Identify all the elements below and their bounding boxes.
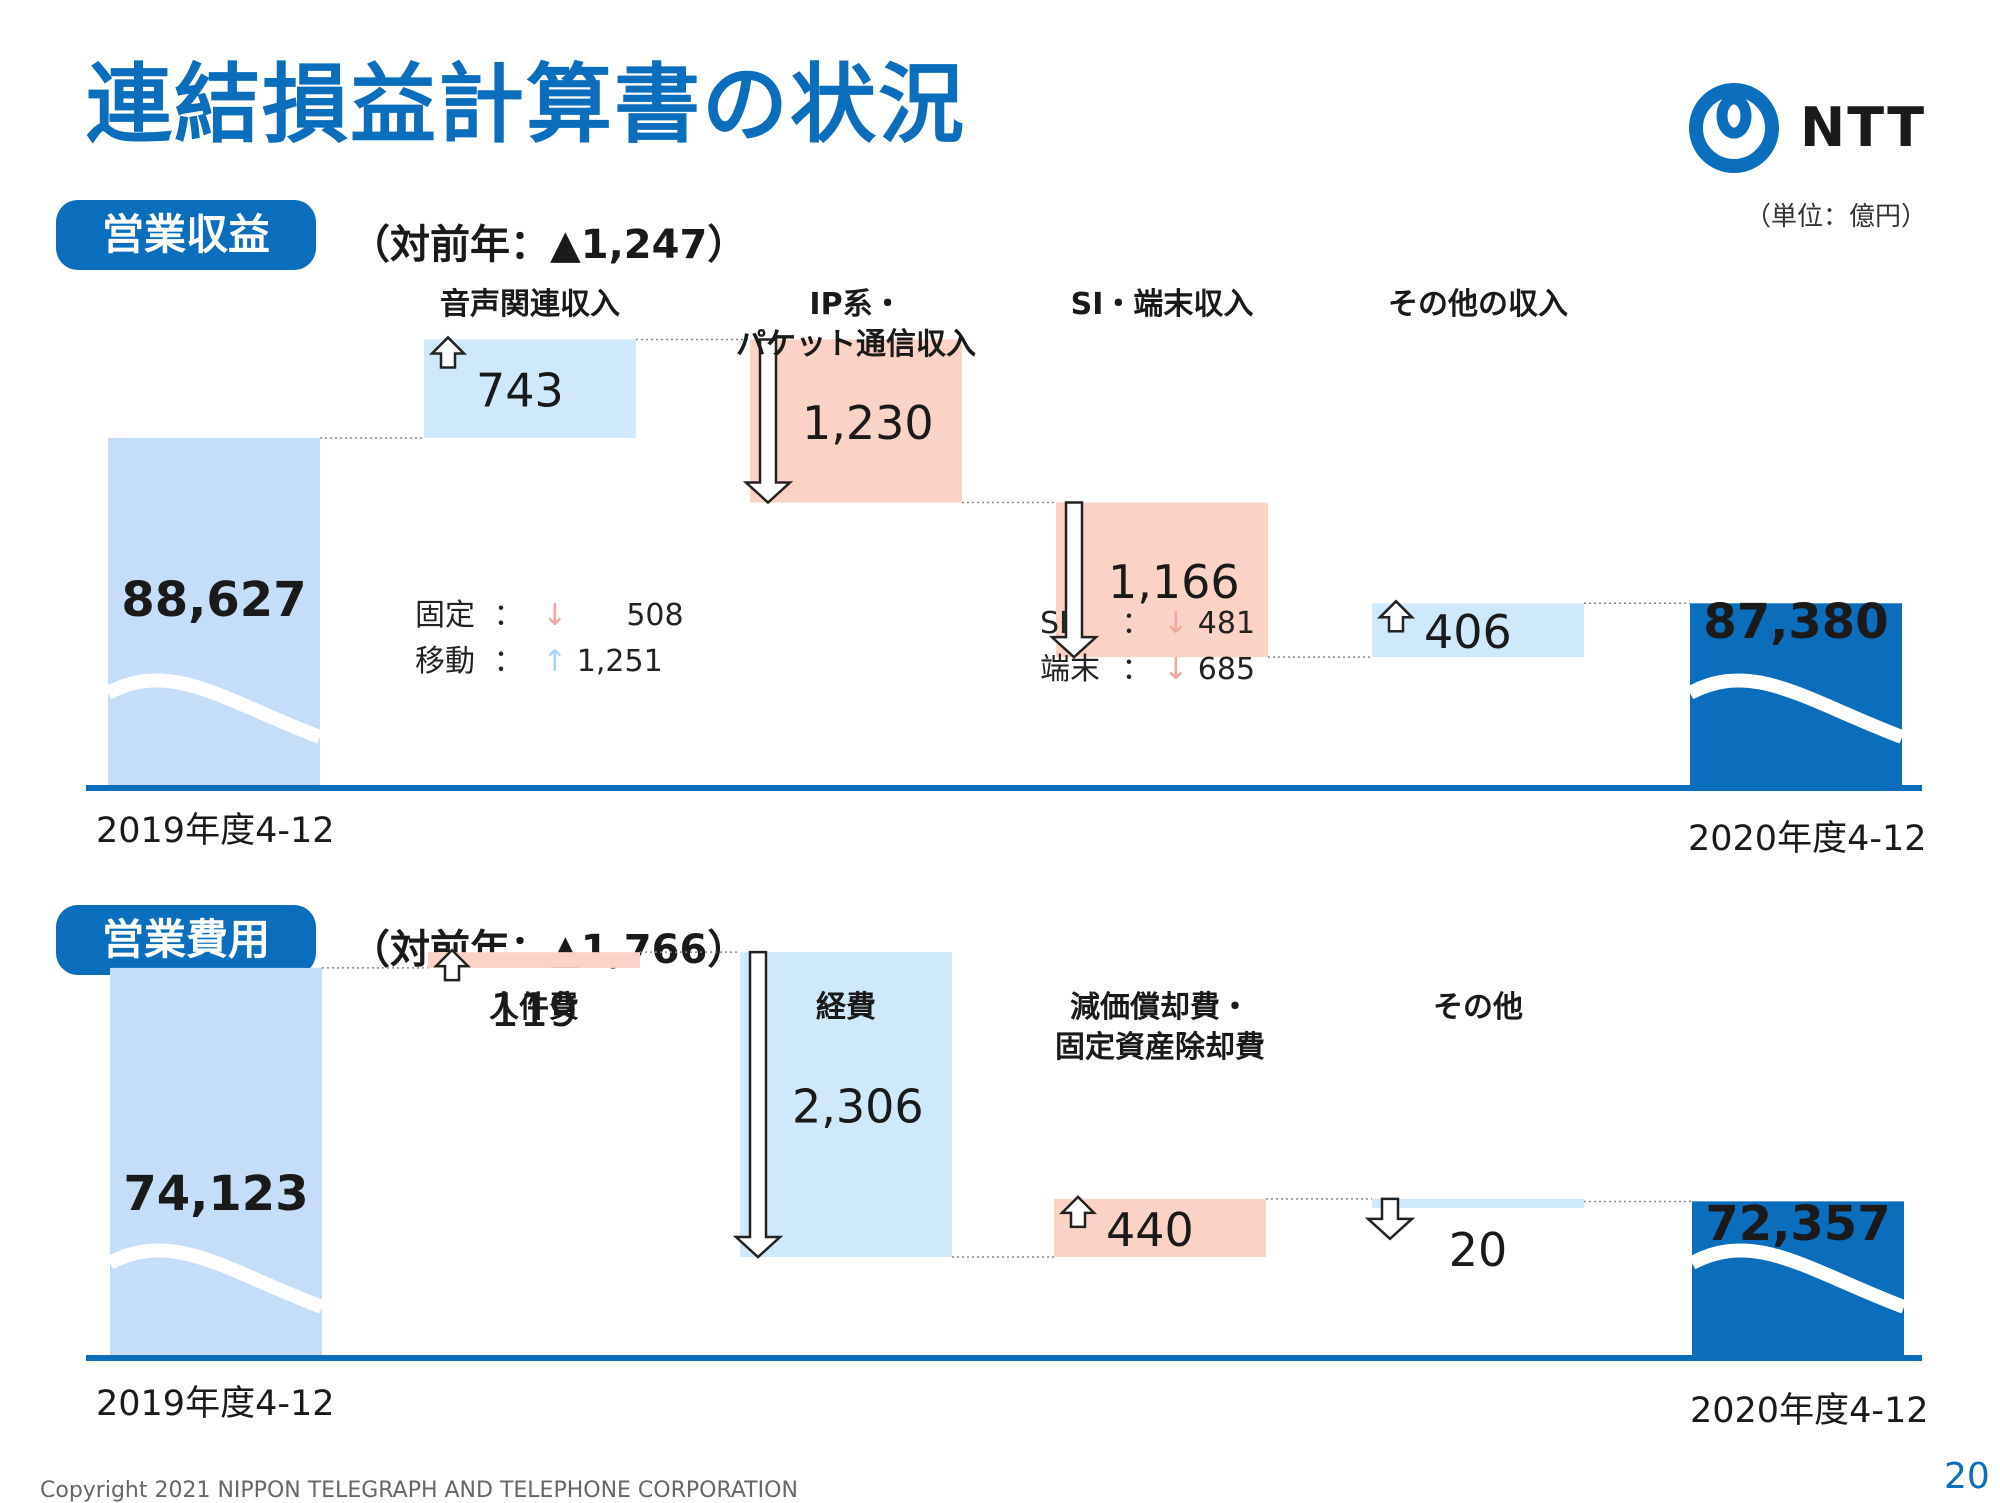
note-device-value: 685 — [1197, 652, 1256, 687]
revenue-category-label-0: 音声関連収入 — [440, 287, 620, 322]
note-fixed-label: 固定 — [415, 598, 475, 633]
revenue-category-label-2: SI・端末収入 — [1071, 287, 1254, 322]
expenses-step-arrow-down-3 — [1364, 1197, 1416, 1241]
expenses-category-label-2-line0: 減価償却費・ — [1070, 990, 1250, 1025]
note-si: SI ： ↓ 481 — [1040, 606, 1256, 641]
expenses-category-label-1: 経費 — [816, 990, 876, 1025]
note-mobile: 移動 ： ↑ 1,251 — [415, 644, 663, 679]
expenses-end-period: 2020年度4-12 — [1690, 1391, 1929, 1431]
bar-wave — [1688, 1243, 1907, 1314]
ntt-logo — [1689, 83, 1779, 173]
expenses-step-value-3: 20 — [1449, 1223, 1508, 1277]
note-fixed-value: 508 — [626, 598, 684, 633]
revenue-step-box-1 — [750, 339, 962, 503]
revenue-end-value: 87,380 — [1703, 594, 1888, 650]
bar-wave — [1686, 673, 1905, 744]
revenue-pill: 営業収益 — [56, 200, 316, 270]
revenue-start-value: 88,627 — [121, 572, 306, 628]
note-device-label: 端末 — [1040, 652, 1100, 687]
revenue-step-value-0: 743 — [476, 364, 564, 418]
expenses-step-box-0 — [428, 952, 640, 968]
page-title: 連結損益計算書の状況 — [86, 55, 966, 155]
revenue-step-value-2: 1,166 — [1108, 555, 1240, 609]
expenses-step-arrow-up-2 — [1058, 1195, 1098, 1229]
revenue-step-arrow-down-2 — [1048, 501, 1100, 659]
note-si-arrow: ↓ — [1163, 606, 1189, 641]
expenses-pill: 営業費用 — [56, 905, 316, 975]
revenue-step-box-2 — [1056, 502, 1268, 658]
expenses-step-value-0: 119 — [490, 983, 578, 1037]
revenue-change: （対前年：▲1,247） — [350, 222, 748, 268]
revenue-axis-line — [86, 785, 1922, 791]
copyright: Copyright 2021 NIPPON TELEGRAPH AND TELE… — [40, 1478, 798, 1503]
revenue-step-value-1: 1,230 — [802, 396, 934, 450]
revenue-step-arrow-down-1 — [742, 338, 794, 505]
note-mobile-value: 1,251 — [576, 644, 663, 679]
expenses-category-label-2-line1: 固定資産除却費 — [1055, 1030, 1265, 1065]
expenses-start-period: 2019年度4-12 — [96, 1384, 335, 1424]
revenue-category-label-1-line1: パケット通信収入 — [736, 327, 976, 362]
revenue-step-box-0 — [424, 339, 636, 438]
ntt-logo-text: NTT — [1800, 96, 1927, 159]
revenue-category-label-3: その他の収入 — [1388, 287, 1568, 322]
note-mobile-arrow: ↑ — [542, 644, 568, 679]
note-device: 端末 ： ↓ 685 — [1040, 644, 1255, 688]
bar-body — [1692, 1201, 1904, 1355]
expenses-category-label-3: その他 — [1433, 990, 1523, 1025]
note-device-arrow: ↓ — [1163, 652, 1189, 687]
revenue-start-period: 2019年度4-12 — [96, 811, 335, 851]
note-fixed-arrow: ↓ — [542, 598, 568, 633]
expenses-step-arrow-down-1 — [732, 950, 784, 1259]
note-fixed: 固定 ： ↓ 508 — [415, 598, 684, 633]
expenses-step-box-1 — [740, 952, 952, 1258]
note-si-label: SI — [1040, 606, 1068, 641]
bar-wave — [106, 1243, 325, 1314]
expenses-axis-line — [86, 1355, 1922, 1361]
unit-label: （単位：億円） — [1745, 202, 1928, 232]
expenses-step-value-2: 440 — [1106, 1203, 1194, 1257]
revenue-category-label-1-line0: IP系・ — [809, 287, 902, 322]
page-number: 20 — [1944, 1456, 1990, 1497]
expenses-start-value: 74,123 — [123, 1166, 308, 1222]
ntt-logo-mark — [1689, 83, 1779, 173]
revenue-step-value-3: 406 — [1424, 605, 1512, 659]
expenses-end-value: 72,357 — [1705, 1196, 1890, 1252]
note-mobile-label: 移動 — [415, 644, 475, 679]
expenses-step-arrow-up-0 — [432, 948, 472, 982]
bar-wave — [104, 673, 323, 744]
expenses-category-label-0: 人件費 — [489, 990, 579, 1025]
expenses-step-value-1: 2,306 — [792, 1080, 924, 1134]
revenue-step-arrow-up-0 — [428, 335, 468, 369]
revenue-end-period: 2020年度4-12 — [1688, 819, 1927, 859]
expenses-step-box-3 — [1372, 1198, 1584, 1208]
note-si-value: 481 — [1197, 606, 1256, 641]
revenue-step-arrow-up-3 — [1376, 599, 1416, 633]
